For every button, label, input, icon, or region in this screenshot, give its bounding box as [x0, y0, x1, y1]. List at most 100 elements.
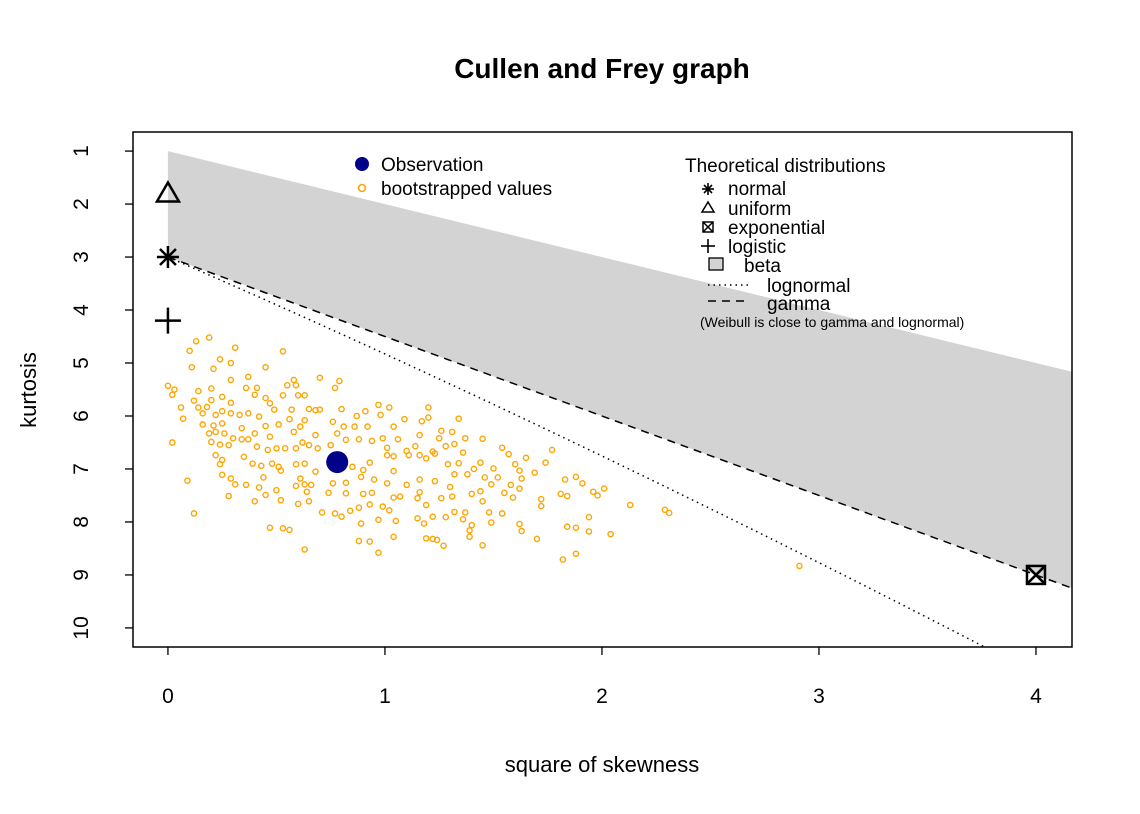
- bootstrap-point: [340, 423, 348, 430]
- bootstrap-point: [292, 482, 300, 490]
- bootstrap-point: [366, 538, 374, 545]
- bootstrap-point: [199, 421, 206, 428]
- bootstrap-point: [266, 524, 274, 532]
- bootstrap-point: [390, 423, 397, 430]
- bootstrap-point: [455, 415, 463, 422]
- bootstrap-point: [420, 520, 428, 527]
- bootstrap-point: [210, 422, 217, 429]
- y-tick-label: 6: [70, 410, 93, 422]
- bootstrap-point: [273, 445, 280, 452]
- bootstrap-point: [431, 450, 439, 457]
- bootstrap-point: [188, 363, 196, 371]
- bootstrap-point: [275, 421, 282, 428]
- bootstrap-point: [563, 523, 571, 531]
- bootstrap-point: [375, 516, 382, 524]
- bootstrap-point: [418, 417, 426, 425]
- bootstrap-point: [195, 404, 202, 411]
- bootstrap-point: [192, 337, 200, 345]
- bootstrap-point: [357, 473, 365, 481]
- bootstrap-point: [533, 535, 541, 543]
- bootstrap-point: [208, 396, 215, 404]
- bootstrap-point: [394, 436, 402, 443]
- y-tick-label: 2: [70, 198, 93, 210]
- bootstrap-point: [281, 445, 289, 452]
- legend-label-normal: normal: [728, 179, 786, 200]
- bootstrap-point: [385, 404, 393, 411]
- bootstrap-point: [435, 434, 443, 442]
- bootstrap-point: [392, 517, 400, 525]
- y-tick-label: 9: [70, 569, 93, 581]
- bootstrap-point: [286, 415, 293, 423]
- bootstrap-point: [589, 488, 597, 496]
- bootstrap-point: [561, 476, 569, 483]
- bootstrap-point: [403, 481, 410, 489]
- bootstrap-point: [414, 514, 421, 522]
- bootstrap-point: [164, 382, 172, 390]
- bootstrap-point: [292, 381, 300, 389]
- bootstrap-point: [425, 404, 432, 411]
- bootstrap-point: [383, 451, 391, 459]
- bootstrap-point: [266, 433, 274, 440]
- bootstrap-point: [190, 397, 198, 404]
- bootstrap-point: [531, 469, 538, 476]
- bootstrap-point: [297, 475, 304, 482]
- bootstrap-point: [375, 549, 382, 556]
- bootstrap-point: [362, 407, 369, 415]
- bootstrap-point: [433, 536, 441, 544]
- bootstrap-point: [370, 476, 378, 483]
- bootstrap-point: [208, 385, 215, 392]
- bootstrap-point: [594, 492, 601, 499]
- bootstrap-point: [451, 440, 458, 448]
- bootstrap-point: [305, 441, 313, 449]
- bootstrap-point: [218, 471, 226, 479]
- bootstrap-point: [221, 430, 228, 437]
- bootstrap-point: [416, 451, 423, 459]
- bootstrap-point: [338, 513, 345, 520]
- lognormal-line: [167, 256, 987, 647]
- bootstrap-point: [301, 460, 308, 467]
- y-tick-label: 1: [70, 145, 93, 157]
- bootstrap-point: [205, 334, 213, 341]
- bootstrap-point: [338, 405, 345, 413]
- bootstrap-point: [468, 490, 476, 498]
- bootstrap-point: [477, 487, 484, 495]
- observation-point: [326, 451, 349, 474]
- bootstrap-point: [479, 541, 486, 549]
- bootstrap-point: [425, 414, 432, 421]
- uniform-marker: [154, 179, 182, 203]
- bootstrap-point: [366, 459, 374, 466]
- y-tick-label: 5: [70, 357, 93, 369]
- legend-label-bootstrap: bootstrapped values: [381, 179, 552, 200]
- bootstrap-point: [333, 430, 341, 437]
- bootstrap-point: [416, 476, 423, 483]
- bootstrap-point: [557, 490, 565, 498]
- bootstrap-point: [357, 520, 365, 527]
- bootstrap-point: [479, 435, 486, 443]
- bootstrap-point: [242, 481, 250, 489]
- bootstrap-point: [466, 533, 473, 541]
- bootstrap-point: [585, 513, 593, 521]
- bootstrap-point: [572, 473, 580, 481]
- bootstrap-point: [542, 459, 549, 466]
- bootstrap-point: [286, 526, 293, 534]
- bootstrap-point: [585, 528, 593, 535]
- bootstrap-point: [494, 474, 502, 481]
- bootstrap-point: [312, 431, 319, 439]
- bootstrap-point: [301, 481, 308, 488]
- bootstrap-point: [518, 475, 525, 482]
- bootstrap-point: [342, 479, 350, 487]
- bootstrap-point: [626, 501, 634, 509]
- bootstrap-point: [305, 405, 313, 413]
- bootstrap-point: [505, 450, 512, 458]
- bootstrap-point: [461, 434, 469, 442]
- bootstrap-point: [316, 406, 324, 413]
- legend-label-beta: beta: [744, 256, 781, 277]
- bootstrap-point: [195, 387, 202, 395]
- bootstrap-point: [292, 460, 300, 468]
- bootstrap-point: [262, 422, 269, 430]
- legend-label-lognormal: lognormal: [767, 276, 850, 297]
- bootstrap-point: [438, 427, 445, 435]
- bootstrap-point: [442, 442, 450, 450]
- bootstrap-point: [414, 494, 421, 502]
